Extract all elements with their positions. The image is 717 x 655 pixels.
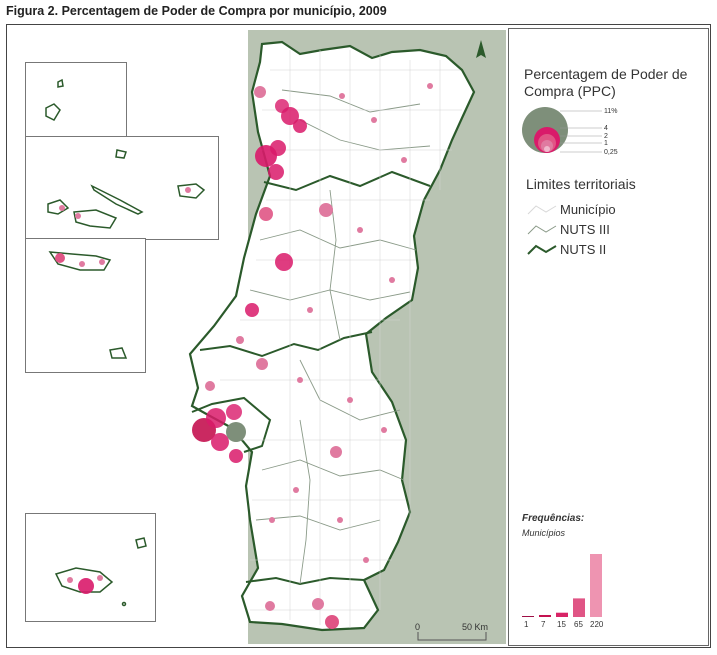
- circle-sm-3: [427, 83, 433, 89]
- azores-islands: [45, 78, 206, 359]
- circle-sm-10: [381, 427, 387, 433]
- legend-nuts2-swatch: [527, 244, 557, 255]
- circle-sm-1: [339, 93, 345, 99]
- frequency-bar-7: [539, 614, 551, 617]
- inset-azores-west: [25, 62, 127, 138]
- circle-portimao: [265, 601, 275, 611]
- circle-santarem: [256, 358, 268, 370]
- mainland-portugal: [188, 40, 476, 632]
- size-label-2: 2: [604, 133, 608, 140]
- nuts2-boundary-norte: [263, 170, 431, 192]
- circle-sm-7: [307, 307, 313, 313]
- circle-gaia: [268, 164, 284, 180]
- legend-municipio-swatch: [527, 205, 557, 215]
- scale-min-label: 0: [415, 622, 421, 632]
- circle-sm-8: [297, 377, 303, 383]
- madeira-circles: [67, 575, 103, 594]
- north-arrow-icon: [476, 40, 486, 58]
- circle-aveiro: [259, 207, 273, 221]
- circle-sm-6: [389, 277, 395, 283]
- circle-lisbon-3: [211, 433, 229, 451]
- size-label-025: 0,25: [604, 149, 618, 156]
- legend-nuts3-label: NUTS III: [560, 222, 610, 237]
- circle-guimaraes: [293, 119, 307, 133]
- circle-sm-2: [371, 117, 377, 123]
- freq-label-7: 7: [541, 620, 546, 629]
- circle-lisbon-2: [206, 408, 226, 428]
- frequency-subtitle: Municípios: [522, 528, 566, 538]
- inset-madeira: [25, 513, 156, 622]
- circle-porto-2: [270, 140, 286, 156]
- circle-setubal: [229, 449, 243, 463]
- size-label-11: 11%: [604, 108, 618, 115]
- legend-nuts2-label: NUTS II: [560, 242, 607, 257]
- circle-sm-9: [347, 397, 353, 403]
- freq-label-65: 65: [574, 620, 583, 629]
- madeira-islands: [54, 537, 147, 607]
- legend-leader-lines: [560, 110, 602, 153]
- frequency-bar-1: [522, 616, 534, 617]
- azores-circles: [55, 187, 191, 267]
- circle-sm-15: [205, 381, 215, 391]
- map-frame: [6, 24, 711, 648]
- circle-sm-13: [269, 517, 275, 523]
- size-label-1: 1: [604, 140, 608, 147]
- legend-limits-title: Limites territoriais: [526, 176, 636, 192]
- circle-faro: [325, 615, 339, 629]
- circle-evora: [330, 446, 342, 458]
- circle-sm-16: [236, 336, 244, 344]
- circle-sm-11: [293, 487, 299, 493]
- size-label-4: 4: [604, 125, 608, 132]
- scale-max-label: 50 Km: [462, 622, 489, 632]
- circle-viseu: [319, 203, 333, 217]
- ppc-circles: [192, 83, 433, 629]
- circle-coimbra: [275, 253, 293, 271]
- legend-municipio-label: Município: [560, 202, 616, 217]
- circle-lisbon-4: [226, 404, 242, 420]
- circle-lisbon-core: [226, 422, 246, 442]
- circle-loule: [312, 598, 324, 610]
- frequency-title: Frequências:: [522, 513, 585, 524]
- freq-label-220: 220: [590, 620, 604, 629]
- circle-sm-14: [363, 557, 369, 563]
- figure-title: Figura 2. Percentagem de Poder de Compra…: [6, 4, 387, 18]
- nuts2-boundary-centro: [199, 331, 373, 358]
- frequency-bar-220: [590, 554, 602, 617]
- frequency-bars: [522, 554, 602, 617]
- legend-nuts3-swatch: [527, 225, 557, 235]
- legend-size-circles: [522, 107, 568, 153]
- circle-sm-12: [337, 517, 343, 523]
- circle-sm-4: [401, 157, 407, 163]
- freq-label-1: 1: [524, 620, 529, 629]
- circle-viana: [254, 86, 266, 98]
- legend-title: Percentagem de Poder de Compra (PPC): [524, 66, 688, 99]
- circle-braga-2: [275, 99, 289, 113]
- frequency-bar-15: [556, 612, 568, 617]
- nuts2-boundary-lisboa: [191, 396, 272, 453]
- frequency-bar-65: [573, 598, 585, 617]
- circle-sm-5: [357, 227, 363, 233]
- circle-leiria: [245, 303, 259, 317]
- freq-label-15: 15: [557, 620, 566, 629]
- scale-bar: [417, 632, 487, 641]
